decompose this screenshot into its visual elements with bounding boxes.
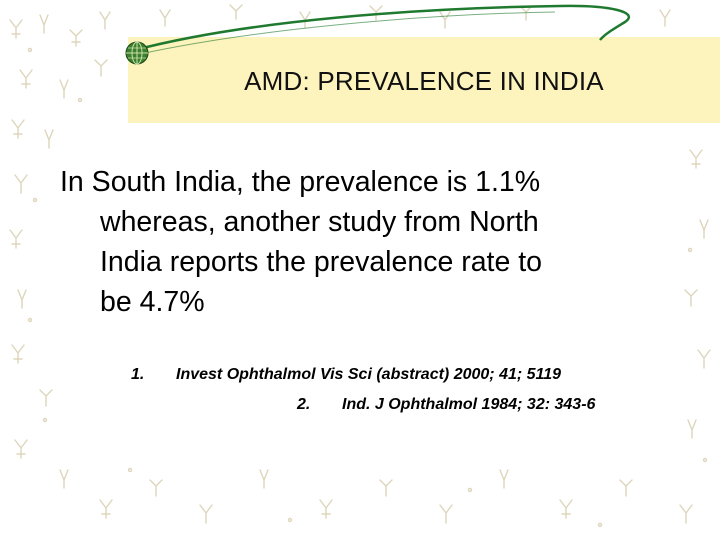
reference-2-text: Ind. J Ophthalmol 1984; 32: 343-6 bbox=[342, 396, 596, 413]
body-line-1: In South India, the prevalence is 1.1% bbox=[60, 166, 541, 198]
title-band bbox=[128, 37, 720, 123]
body-line-4: be 4.7% bbox=[100, 286, 205, 318]
body-line-2: whereas, another study from North bbox=[100, 206, 539, 238]
globe-icon bbox=[125, 41, 149, 65]
reference-2-number: 2. bbox=[297, 396, 311, 413]
slide-title: AMD: PREVALENCE IN INDIA bbox=[244, 66, 604, 96]
reference-1-text: Invest Ophthalmol Vis Sci (abstract) 200… bbox=[176, 366, 562, 383]
reference-1-number: 1. bbox=[131, 366, 145, 383]
decorative-curve bbox=[134, 4, 631, 55]
body-line-3: India reports the prevalence rate to bbox=[100, 246, 543, 278]
body-paragraph: In South India, the prevalence is 1.1% w… bbox=[60, 162, 670, 322]
